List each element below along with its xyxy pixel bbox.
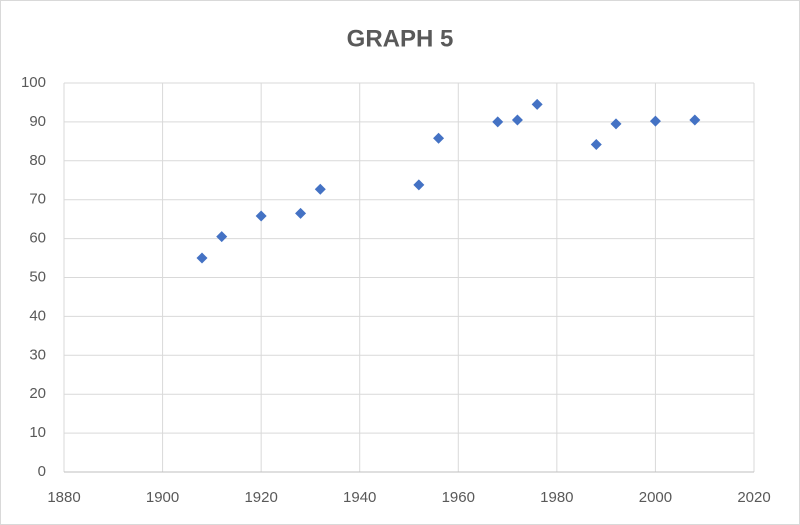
y-tick-label: 30: [29, 346, 46, 363]
y-tick-label: 100: [21, 74, 46, 91]
marker: [413, 179, 425, 191]
y-tick-label: 60: [29, 230, 46, 247]
x-tick-label: 2000: [639, 489, 672, 506]
marker: [295, 207, 307, 219]
marker: [590, 138, 602, 150]
x-tick-label: 1920: [244, 489, 277, 506]
y-tick-label: 40: [29, 307, 46, 324]
x-tick-label: 1900: [146, 489, 179, 506]
marker: [531, 98, 543, 110]
marker: [492, 116, 504, 128]
marker: [314, 183, 326, 195]
y-tick-label: 10: [29, 424, 46, 441]
y-tick-label: 80: [29, 152, 46, 169]
x-tick-label: 1960: [442, 489, 475, 506]
marker: [196, 252, 208, 264]
marker: [511, 114, 523, 126]
y-tick-label: 90: [29, 113, 46, 130]
chart-title: GRAPH 5: [347, 25, 454, 52]
x-tick-label: 1880: [47, 489, 80, 506]
marker: [649, 115, 661, 127]
y-tick-label: 20: [29, 385, 46, 402]
marker: [610, 118, 622, 130]
y-tick-label: 50: [29, 268, 46, 285]
marker: [216, 231, 228, 243]
x-tick-label: 1940: [343, 489, 376, 506]
y-tick-label: 70: [29, 191, 46, 208]
marker: [255, 210, 267, 222]
x-tick-label: 1980: [540, 489, 573, 506]
x-tick-label: 2020: [737, 489, 770, 506]
y-tick-label: 0: [38, 463, 46, 480]
marker: [433, 132, 445, 144]
marker: [689, 114, 701, 126]
